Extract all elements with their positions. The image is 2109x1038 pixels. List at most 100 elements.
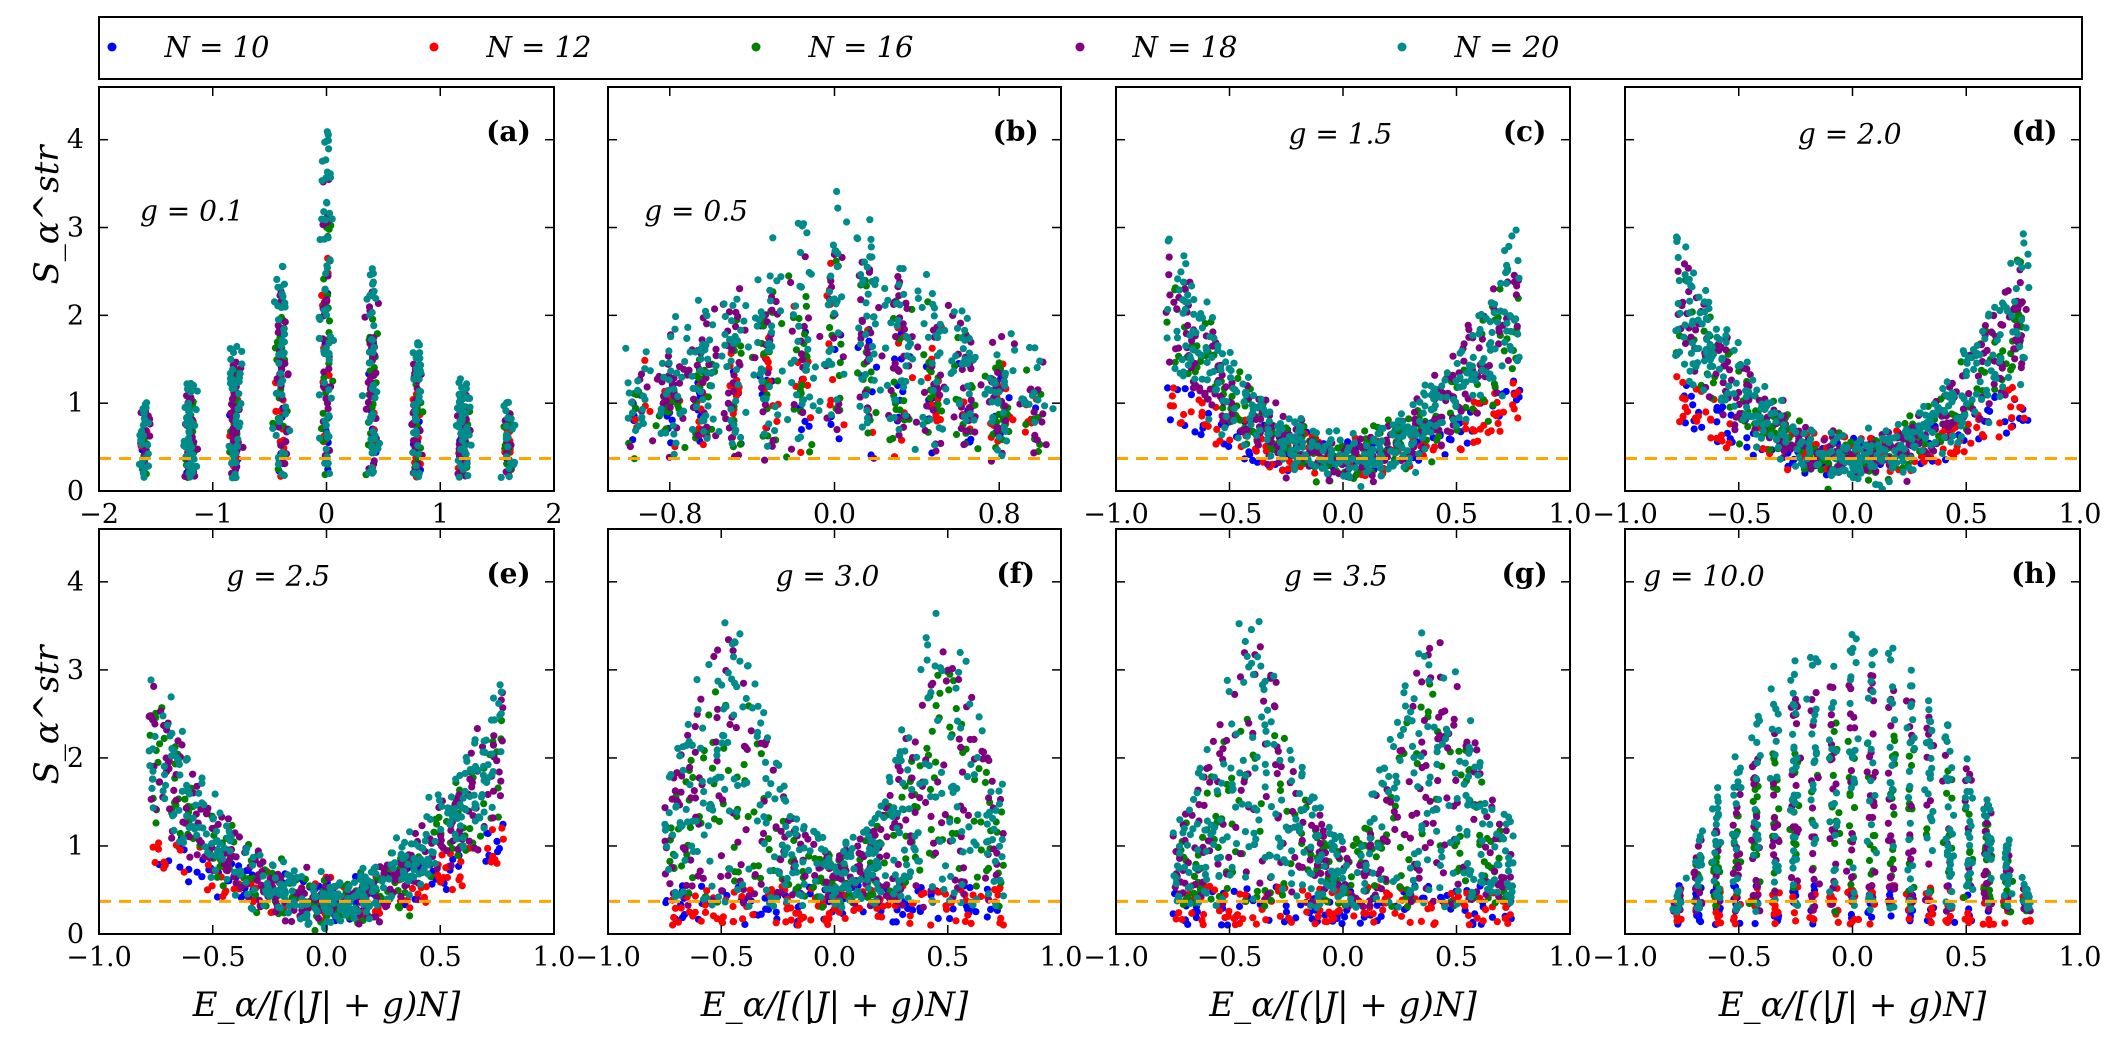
data-point bbox=[1241, 426, 1249, 434]
data-point bbox=[1984, 312, 1993, 320]
data-point bbox=[732, 397, 740, 405]
data-point bbox=[720, 300, 728, 308]
data-point bbox=[1194, 349, 1202, 357]
data-point bbox=[1203, 298, 1211, 306]
data-point bbox=[1433, 436, 1441, 444]
data-point bbox=[1742, 387, 1750, 395]
g-value-label: g = 0.5 bbox=[644, 194, 748, 227]
data-point bbox=[834, 407, 842, 415]
data-point bbox=[2024, 250, 2032, 258]
data-point bbox=[1698, 423, 1706, 431]
data-point bbox=[368, 265, 376, 273]
data-point bbox=[1002, 417, 1010, 425]
data-point bbox=[1398, 418, 1406, 426]
data-point bbox=[1681, 271, 1689, 279]
data-point bbox=[827, 420, 835, 428]
data-point bbox=[410, 429, 418, 437]
data-point bbox=[1899, 468, 1907, 476]
data-point bbox=[2022, 324, 2030, 332]
data-point bbox=[1215, 379, 1223, 387]
data-point bbox=[281, 318, 289, 326]
data-point bbox=[324, 234, 332, 242]
data-point bbox=[458, 882, 466, 890]
data-point bbox=[1687, 282, 1695, 290]
data-point bbox=[178, 741, 186, 749]
data-point bbox=[448, 886, 456, 894]
data-point bbox=[2010, 395, 2018, 403]
data-point bbox=[321, 459, 329, 467]
data-point bbox=[920, 351, 928, 359]
data-point bbox=[887, 386, 895, 395]
data-point bbox=[1743, 381, 1751, 389]
data-point bbox=[883, 381, 892, 389]
data-point bbox=[711, 305, 719, 313]
data-point bbox=[1181, 298, 1189, 306]
data-point bbox=[259, 858, 267, 866]
legend-label: N = 12 bbox=[485, 30, 591, 64]
data-point bbox=[494, 848, 502, 856]
data-point bbox=[1746, 371, 1754, 379]
data-point bbox=[228, 384, 236, 393]
data-point bbox=[759, 408, 767, 416]
data-point bbox=[496, 792, 504, 800]
data-point bbox=[1216, 437, 1224, 445]
data-point bbox=[1248, 410, 1256, 418]
data-point bbox=[826, 324, 834, 332]
data-point bbox=[833, 426, 841, 434]
g-value-label: g = 0.1 bbox=[140, 194, 244, 227]
data-point bbox=[410, 400, 418, 409]
data-point bbox=[778, 320, 786, 328]
data-point bbox=[718, 352, 726, 360]
data-point bbox=[1920, 402, 1928, 411]
data-point bbox=[1504, 356, 1512, 365]
data-point bbox=[504, 443, 512, 451]
data-point bbox=[1459, 382, 1467, 390]
y-axis-label-top: S_α^str bbox=[27, 144, 67, 285]
data-point bbox=[1962, 372, 1970, 380]
data-point bbox=[705, 361, 713, 369]
data-point bbox=[1833, 433, 1841, 441]
data-point bbox=[1885, 478, 1893, 486]
data-point bbox=[1976, 378, 1984, 386]
data-point bbox=[253, 876, 261, 885]
data-point bbox=[1230, 359, 1238, 367]
data-point bbox=[681, 443, 689, 452]
data-point bbox=[476, 832, 485, 840]
scatter-points bbox=[622, 187, 1057, 465]
data-point bbox=[1776, 455, 1784, 463]
legend-label: N = 10 bbox=[163, 30, 269, 64]
data-point bbox=[468, 783, 476, 791]
data-point bbox=[1964, 427, 1972, 435]
data-point bbox=[1940, 420, 1948, 429]
data-point bbox=[625, 389, 633, 397]
data-point bbox=[773, 417, 781, 425]
data-point bbox=[1772, 436, 1781, 444]
data-point bbox=[659, 399, 667, 407]
data-point bbox=[652, 422, 660, 430]
data-point bbox=[834, 329, 842, 337]
data-point bbox=[805, 268, 813, 277]
data-point bbox=[1487, 427, 1495, 435]
data-point bbox=[230, 885, 238, 893]
data-point bbox=[1715, 365, 1724, 373]
data-point bbox=[1680, 260, 1689, 268]
data-point bbox=[457, 462, 465, 470]
data-point bbox=[1475, 344, 1483, 352]
data-point bbox=[1431, 371, 1439, 379]
data-point bbox=[1264, 460, 1272, 469]
data-point bbox=[498, 737, 506, 745]
data-point bbox=[323, 305, 331, 313]
data-point bbox=[1734, 339, 1742, 347]
data-point bbox=[1177, 268, 1185, 276]
data-point bbox=[919, 421, 927, 429]
data-point bbox=[787, 445, 796, 453]
data-point bbox=[1484, 417, 1492, 425]
data-point bbox=[1502, 279, 1510, 287]
data-point bbox=[419, 408, 427, 416]
data-point bbox=[1753, 386, 1761, 394]
data-point bbox=[628, 398, 636, 406]
data-point bbox=[1443, 393, 1451, 401]
data-point bbox=[269, 419, 277, 427]
data-point bbox=[1907, 428, 1915, 436]
data-point bbox=[489, 741, 498, 749]
